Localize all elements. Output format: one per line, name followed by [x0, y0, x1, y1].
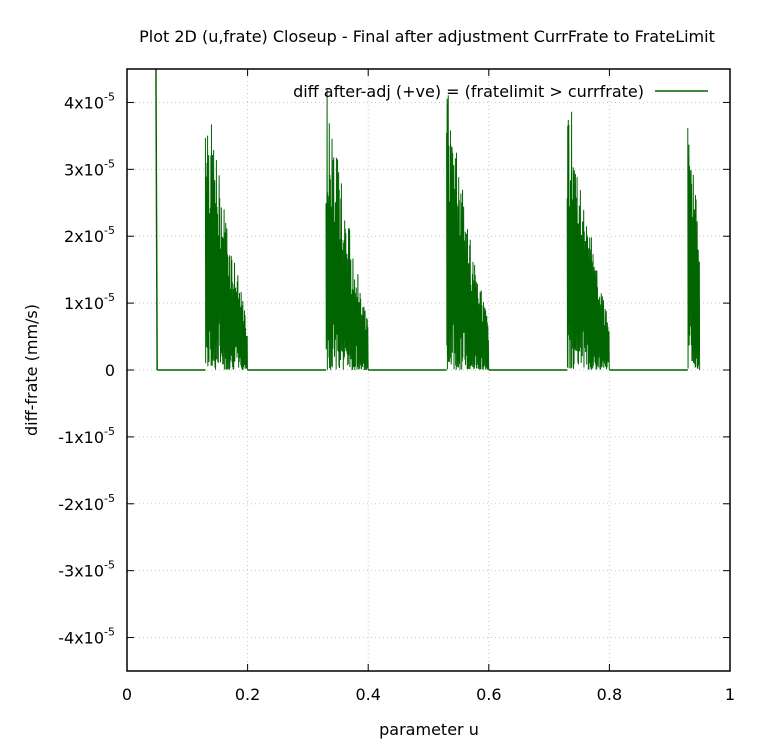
y-tick-exponent: -5	[104, 224, 115, 237]
x-tick-labels: 0 0.2 0.4 0.6 0.8 1	[122, 685, 735, 704]
series-layer	[155, 69, 701, 371]
tick-marks	[126, 69, 731, 671]
series-burst	[446, 95, 490, 371]
y-tick-label: 3x10-5	[64, 157, 115, 179]
y-tick-exponent: -5	[104, 425, 115, 438]
y-tick-exponent: -5	[104, 157, 115, 170]
y-tick-label: 4x10-5	[64, 90, 115, 112]
y-tick-exponent: -5	[104, 559, 115, 572]
y-tick-base: 3x10	[64, 160, 104, 179]
x-tick-label: 0.2	[235, 685, 260, 704]
x-tick-label: 1	[725, 685, 735, 704]
chart-title: Plot 2D (u,frate) Closeup - Final after …	[139, 27, 715, 46]
x-tick-label: 0	[122, 685, 132, 704]
legend: diff after-adj (+ve) = (fratelimit > cur…	[293, 82, 708, 101]
series-lead	[155, 69, 158, 371]
y-tick-base: 4x10	[64, 93, 104, 112]
series-burst	[687, 128, 701, 371]
y-tick-base: 2x10	[64, 227, 104, 246]
y-axis-label: diff-frate (mm/s)	[22, 304, 41, 436]
series-burst	[204, 124, 248, 371]
y-tick-label: 2x10-5	[64, 224, 115, 246]
y-tick-exponent: -5	[104, 626, 115, 639]
y-tick-label: -2x10-5	[58, 492, 115, 514]
y-tick-label: -3x10-5	[58, 559, 115, 581]
series-group	[155, 69, 701, 371]
y-tick-exponent: -5	[104, 492, 115, 505]
series-burst	[566, 111, 610, 371]
x-tick-label: 0.4	[355, 685, 380, 704]
x-tick-label: 0.8	[597, 685, 622, 704]
y-tick-label: -1x10-5	[58, 425, 115, 447]
y-tick-label: 0	[105, 361, 115, 380]
y-tick-base: -2x10	[58, 495, 104, 514]
y-tick-label: 1x10-5	[64, 291, 115, 313]
y-tick-labels: 4x10-53x10-52x10-51x10-50-1x10-5-2x10-5-…	[58, 90, 115, 647]
y-tick-base: -1x10	[58, 428, 104, 447]
y-tick-exponent: -5	[104, 90, 115, 103]
y-tick-base: 1x10	[64, 294, 104, 313]
y-tick-base: -4x10	[58, 629, 104, 648]
y-tick-label: -4x10-5	[58, 626, 115, 648]
series-burst	[325, 88, 369, 371]
y-tick-base: -3x10	[58, 562, 104, 581]
x-tick-label: 0.6	[476, 685, 501, 704]
legend-label: diff after-adj (+ve) = (fratelimit > cur…	[293, 82, 644, 101]
x-axis-label: parameter u	[379, 720, 479, 739]
y-tick-exponent: -5	[104, 291, 115, 304]
y-tick-base: 0	[105, 361, 115, 380]
